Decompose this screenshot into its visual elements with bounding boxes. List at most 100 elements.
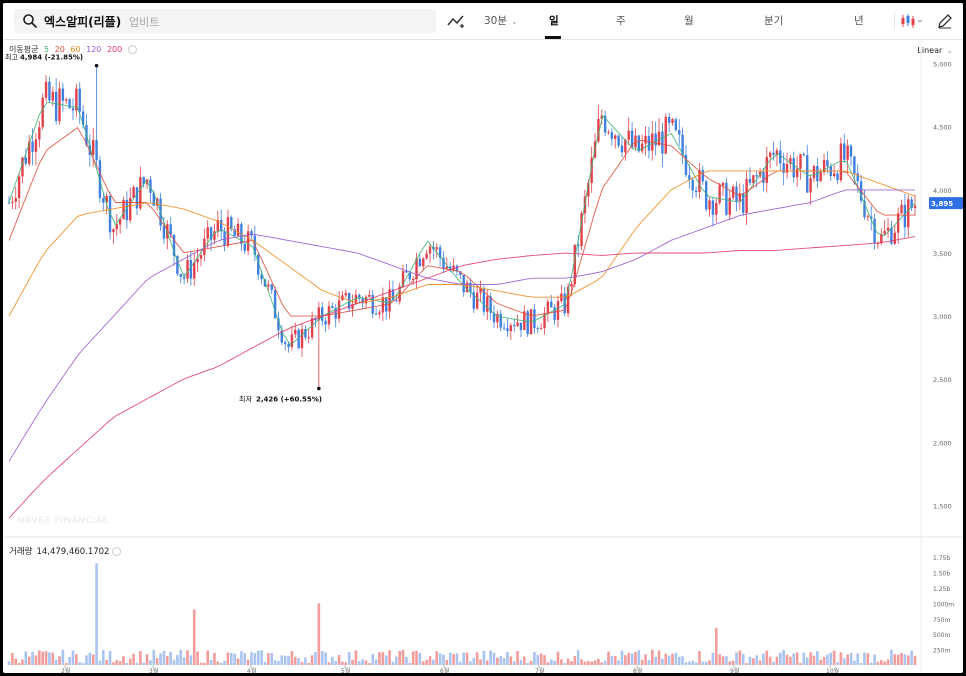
- candle-body: [304, 329, 307, 338]
- candle-body: [475, 292, 479, 309]
- volume-bar: [863, 652, 866, 665]
- candle-body: [795, 168, 799, 178]
- candlestick-icon[interactable]: [900, 12, 924, 30]
- candle-body: [354, 294, 358, 305]
- candle-body: [24, 157, 28, 164]
- price-tick-label: 3,000: [933, 313, 952, 321]
- candle-body: [570, 284, 573, 287]
- candle-body: [398, 286, 401, 302]
- volume-bar: [250, 652, 253, 665]
- volume-bar: [738, 650, 742, 665]
- candle-body: [44, 81, 48, 98]
- candle-body: [708, 200, 711, 210]
- interval-selector[interactable]: 30분 ⌄: [484, 13, 518, 28]
- candle-body: [765, 157, 769, 183]
- candle-body: [122, 199, 125, 220]
- candle-body: [590, 157, 593, 184]
- moving-average-legend[interactable]: 이동평균 5 20 60 120 200: [9, 44, 140, 55]
- volume-bar: [31, 652, 34, 665]
- volume-bar: [371, 653, 375, 665]
- volume-bar: [502, 658, 506, 665]
- candle-body: [610, 132, 614, 139]
- volume-bar: [694, 662, 698, 665]
- candle-body: [607, 132, 610, 134]
- candle-body: [546, 301, 550, 314]
- volume-bar: [297, 658, 300, 665]
- volume-bar: [506, 651, 509, 665]
- candle-body: [694, 190, 698, 193]
- candle-body: [819, 172, 822, 182]
- scale-mode-button[interactable]: Linear ⌄: [917, 46, 953, 55]
- volume-bar: [320, 650, 324, 665]
- candle-body: [189, 260, 193, 279]
- volume-bar: [135, 662, 139, 665]
- chart-line-add-icon[interactable]: [447, 12, 465, 30]
- info-icon[interactable]: [112, 547, 122, 556]
- volume-title: 거래량: [9, 547, 33, 557]
- volume-bar: [395, 656, 398, 665]
- candle-body: [425, 253, 428, 259]
- candle-body: [78, 88, 81, 112]
- tab-year[interactable]: 년: [854, 15, 864, 27]
- candle-body: [176, 255, 179, 274]
- candle-body: [886, 227, 890, 231]
- candle-body: [257, 254, 260, 275]
- volume-bar: [283, 655, 287, 665]
- candle-body: [11, 201, 14, 203]
- volume-bar: [401, 649, 405, 665]
- candle-body: [71, 108, 75, 111]
- info-icon[interactable]: [127, 45, 137, 54]
- high-marker: [94, 63, 99, 68]
- candle-body: [896, 213, 900, 233]
- candle-body: [300, 329, 304, 349]
- legend-title: 이동평균: [9, 45, 39, 54]
- volume-bar: [735, 652, 738, 665]
- volume-bar: [105, 659, 108, 665]
- tab-day[interactable]: 일: [549, 15, 559, 27]
- symbol-search-box[interactable]: 엑스알피(리플) 업비트: [14, 9, 436, 33]
- candle-body: [469, 282, 472, 293]
- volume-bar: [826, 654, 829, 665]
- volume-bar: [644, 654, 647, 665]
- volume-bar: [357, 661, 361, 665]
- price-tick-label: 4,500: [933, 124, 952, 132]
- candle-body: [428, 246, 432, 254]
- volume-bar: [637, 650, 641, 665]
- volume-tick-label: 250m: [933, 648, 950, 655]
- volume-bar: [159, 653, 162, 665]
- volume-bar: [182, 657, 186, 665]
- candle-body: [553, 307, 556, 320]
- candle-body: [843, 143, 846, 160]
- volume-bar: [607, 651, 610, 665]
- candle-body: [472, 292, 475, 309]
- candle-body: [543, 313, 546, 329]
- volume-bar: [405, 656, 408, 665]
- candle-body: [657, 131, 661, 146]
- candle-body: [196, 258, 199, 263]
- price-tick-label: 1,500: [933, 502, 952, 510]
- volume-bar: [34, 655, 38, 665]
- volume-tick-label: 1.25b: [933, 586, 950, 593]
- pencil-icon[interactable]: [936, 12, 954, 30]
- volume-bar: [539, 653, 543, 665]
- price-chart[interactable]: NAVER FINANCIAL 1,500 2,000 2,500 3,000 3,500…: [3, 3, 963, 673]
- candle-body: [351, 304, 354, 309]
- volume-bar: [438, 653, 442, 665]
- candle-body: [445, 266, 449, 269]
- volume-bar: [270, 653, 274, 665]
- candle-body: [603, 115, 607, 133]
- chart-window: 엑스알피(리플) 업비트 30분 ⌄ 일 주 월 분기 년: [3, 3, 963, 673]
- candle-body: [280, 330, 284, 343]
- volume-bar: [341, 661, 344, 665]
- tab-week[interactable]: 주: [616, 15, 626, 27]
- volume-bar: [681, 656, 684, 665]
- volume-bar: [304, 657, 307, 665]
- volume-bar: [853, 660, 856, 665]
- tab-month[interactable]: 월: [684, 15, 694, 27]
- volume-bar: [68, 656, 71, 665]
- volume-bar: [327, 662, 331, 665]
- volume-bar: [442, 654, 445, 665]
- tab-quarter[interactable]: 분기: [764, 15, 784, 27]
- volume-bar: [492, 652, 496, 665]
- price-tick-label: 5,000: [933, 61, 952, 69]
